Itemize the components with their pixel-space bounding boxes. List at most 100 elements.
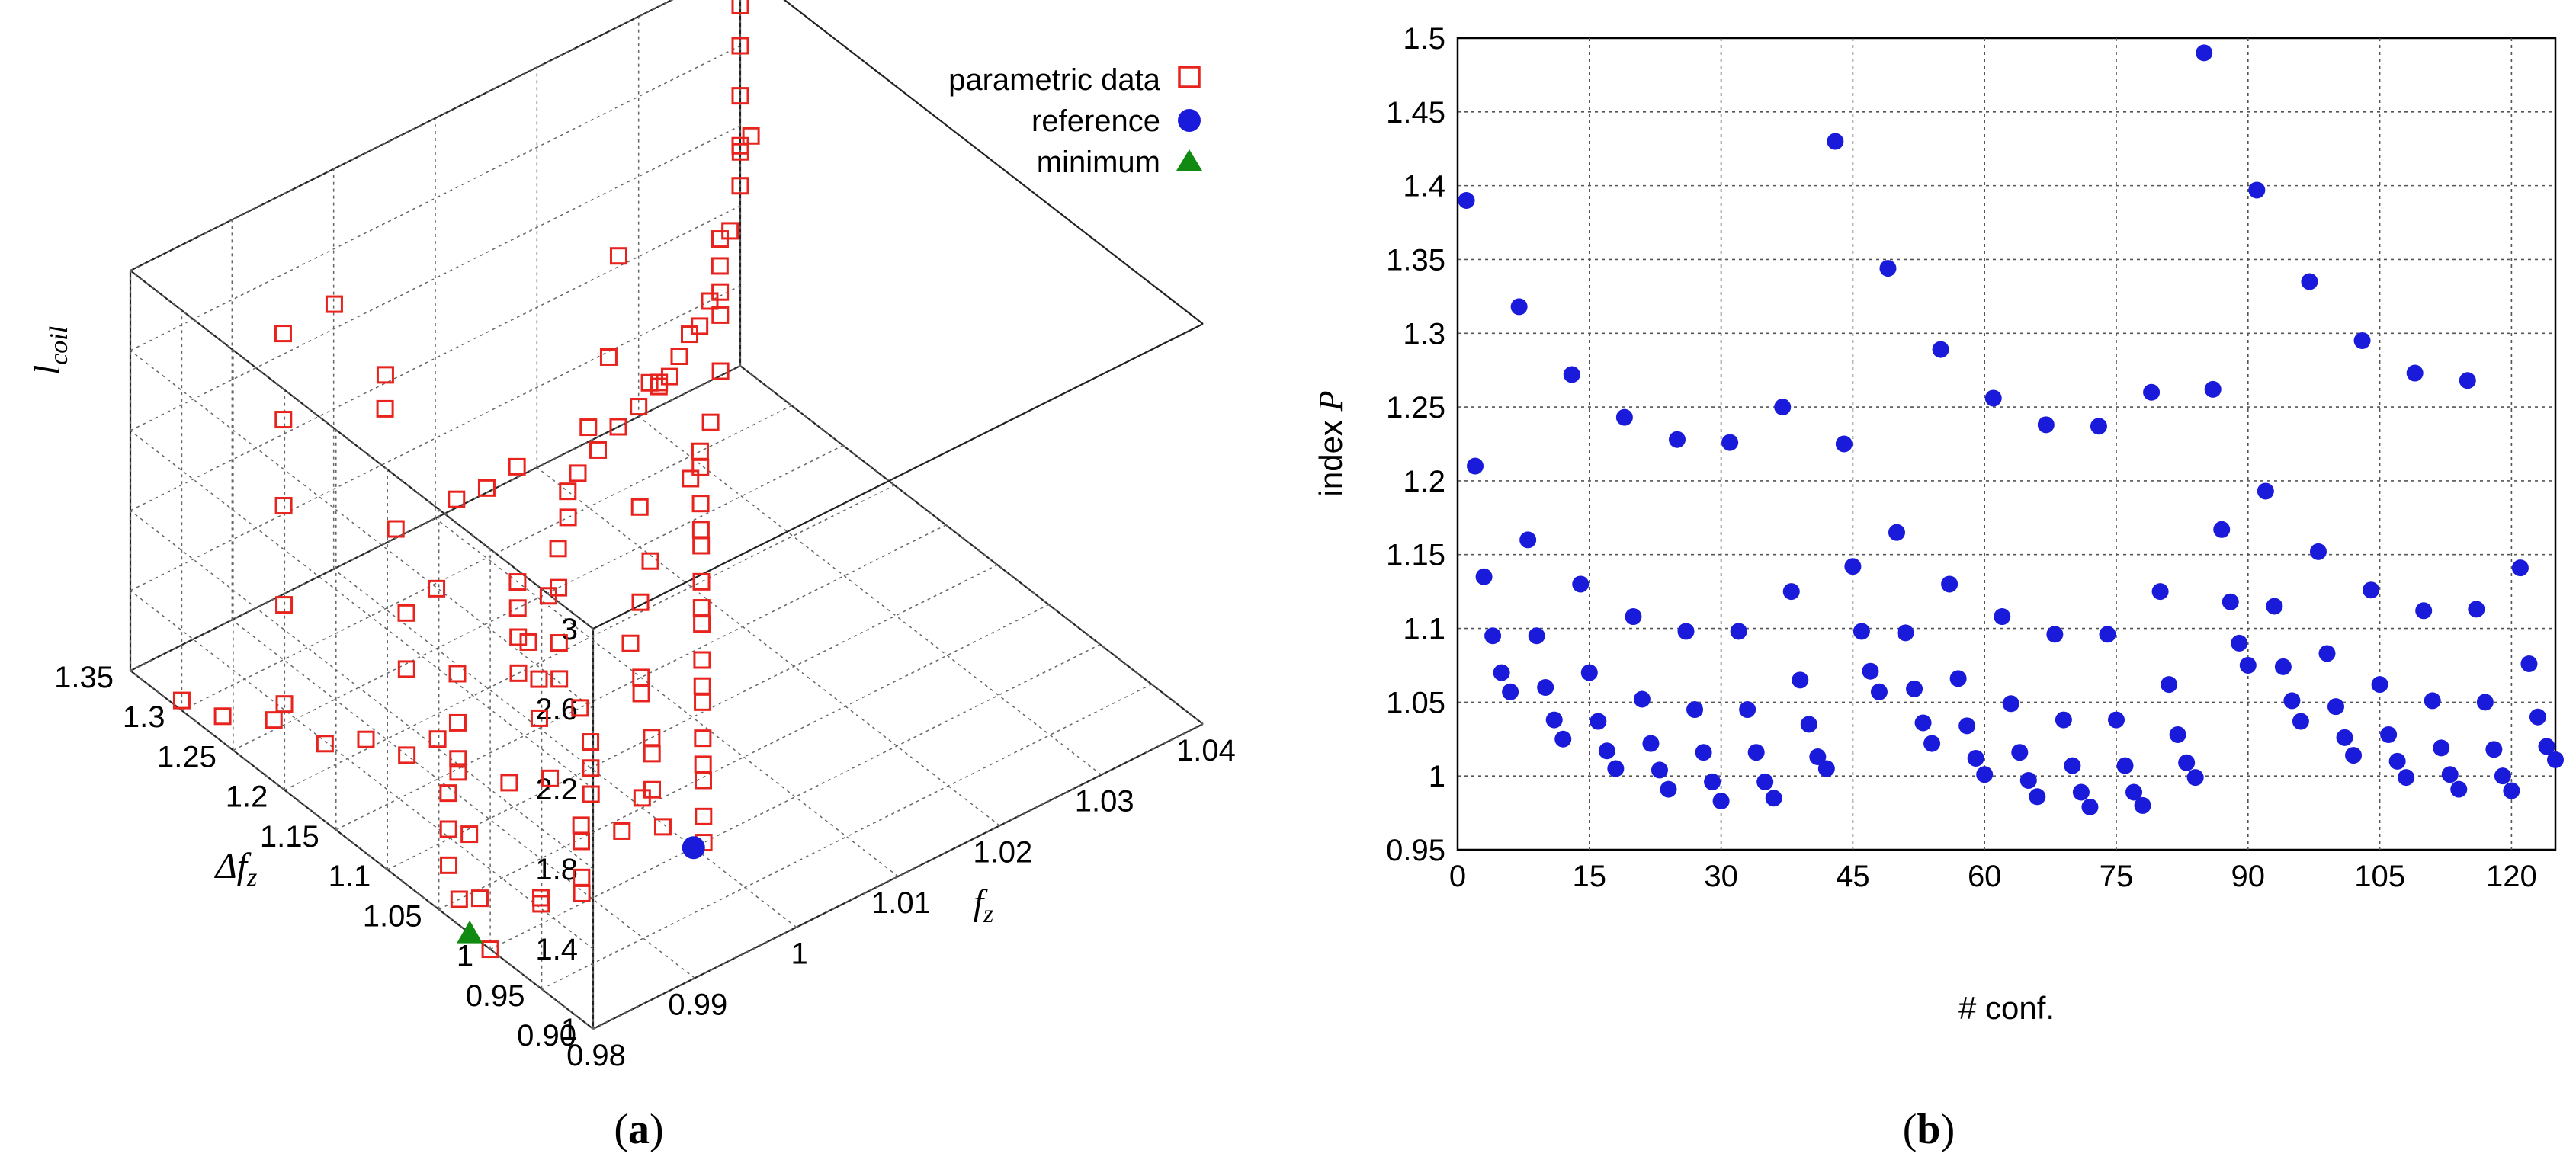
panel-a-point-parametric xyxy=(275,695,294,713)
panel-a-box-edge xyxy=(739,365,1204,725)
panel-a-point-parametric xyxy=(691,495,710,513)
panel-b-ylabel-base: index xyxy=(1313,411,1349,496)
panel-a-point-parametric xyxy=(630,498,649,516)
panel-a-point-parametric xyxy=(549,540,567,558)
panel-b-xtick-label: 120 xyxy=(2486,860,2537,893)
panel-a-ylabel-base: Δf xyxy=(214,846,252,886)
panel-a-point-parametric xyxy=(274,411,293,429)
panel-b-point xyxy=(1510,298,1528,316)
panel-a-point-parametric xyxy=(448,490,466,508)
panel-b-ytick-label: 0.95 xyxy=(1386,834,1445,867)
panel-b-point xyxy=(1914,714,1932,732)
panel-b-point xyxy=(2143,383,2161,401)
panel-b-point xyxy=(2494,767,2511,785)
panel-a-floor-grid xyxy=(536,466,1000,826)
panel-b-point xyxy=(2450,780,2468,798)
panel-a-ytick-label: 0.90 xyxy=(517,1019,576,1052)
panel-b-point xyxy=(1660,780,1677,798)
panel-a-sidewall-grid xyxy=(130,510,594,870)
panel-a-point-parametric xyxy=(376,399,394,418)
panel-b-point xyxy=(2072,783,2090,801)
panel-a-xtick-label: 1.01 xyxy=(871,886,931,920)
panel-a-point-parametric xyxy=(316,735,334,753)
panel-b-point xyxy=(2178,754,2196,771)
panel-a-point-parametric xyxy=(641,552,659,570)
panel-b-point xyxy=(1967,749,1984,767)
panel-a-ylabel: Δfz xyxy=(214,846,258,892)
panel-a-point-parametric xyxy=(731,143,749,161)
panel-a-point-parametric xyxy=(643,745,661,763)
panel-a-point-parametric xyxy=(660,367,678,386)
panel-b-data-points xyxy=(1458,44,2564,815)
panel-a-point-parametric xyxy=(550,670,569,688)
panel-a-caption: (a) xyxy=(614,1106,663,1153)
panel-b-point xyxy=(1704,773,1721,790)
panel-b-point xyxy=(1809,748,1827,766)
panel-a-ytick-label: 1.05 xyxy=(363,899,422,933)
panel-a-xtick-label: 1.03 xyxy=(1075,785,1134,819)
panel-b-point xyxy=(1984,389,2002,407)
panel-b-point xyxy=(2511,559,2529,577)
panel-a-point-parametric xyxy=(701,413,720,431)
panel-a-point-parametric xyxy=(213,707,232,726)
panel-a-point-parametric xyxy=(650,377,668,396)
panel-b-point xyxy=(1923,735,1941,752)
panel-b-xtick-label: 15 xyxy=(1573,860,1607,893)
panel-b-ylabel: index P xyxy=(1312,391,1349,497)
panel-b-point xyxy=(2011,744,2029,761)
panel-a-point-parametric xyxy=(640,373,659,392)
panel-b-point xyxy=(1827,133,1844,150)
panel-a-point-parametric xyxy=(500,774,518,792)
panel-b-xtick-label: 45 xyxy=(1836,860,1870,893)
panel-b-point xyxy=(2459,372,2476,389)
panel-a-floor-grid xyxy=(739,365,1204,725)
panel-b-point xyxy=(2046,626,2064,643)
panel-b-point xyxy=(1677,623,1695,640)
panel-b-point xyxy=(1747,744,1765,761)
panel-b-point xyxy=(2231,634,2248,652)
panel-b-point xyxy=(1958,717,1976,735)
panel-b-point xyxy=(1642,735,1660,752)
panel-a-point-parametric xyxy=(691,442,709,460)
panel-a-point-parametric xyxy=(569,464,587,482)
panel-b-point xyxy=(1800,716,1817,733)
panel-b-point xyxy=(1835,435,1853,453)
panel-a-point-parametric xyxy=(632,684,650,703)
panel-a-floor-grid xyxy=(284,484,895,791)
panel-b-point xyxy=(1932,341,1949,358)
panel-b-plot-frame xyxy=(1456,37,2557,851)
panel-b-point xyxy=(1598,742,1615,760)
panel-b-point xyxy=(1792,671,1809,689)
panel-b-point xyxy=(2485,741,2503,758)
panel-b-point xyxy=(1817,760,1835,777)
panel-b-point xyxy=(2090,418,2107,435)
panel-a-point-parametric xyxy=(509,664,528,682)
panel-a-point-parametric xyxy=(275,596,294,614)
panel-a-point-parametric xyxy=(397,660,415,678)
panel-a-point-parametric xyxy=(398,746,416,764)
panel-b-point xyxy=(1712,793,1730,810)
panel-a-point-parametric xyxy=(680,325,698,344)
panel-b-point xyxy=(2222,593,2239,610)
panel-a-ytick-label: 1.2 xyxy=(226,780,268,814)
panel-a-ytick-label: 1.3 xyxy=(123,700,165,734)
panel-b-point xyxy=(2248,181,2266,199)
panel-a-xlabel-sub: z xyxy=(983,900,993,928)
panel-b-point xyxy=(1537,679,1554,696)
panel-b-point xyxy=(2503,782,2520,799)
panel-a-sidewall-grid xyxy=(130,270,594,630)
panel-b-point xyxy=(1607,760,1625,777)
panel-a-point-parametric xyxy=(428,579,446,598)
panel-b-ytick-label: 1.25 xyxy=(1386,391,1445,425)
panel-b-point xyxy=(1528,627,1545,645)
panel-a-ztick-label: 1.4 xyxy=(535,933,578,966)
panel-b-point xyxy=(2161,676,2178,694)
panel-a-point-parametric xyxy=(582,785,600,803)
panel-a-point-parametric xyxy=(633,789,651,807)
panel-a-point-parametric xyxy=(692,572,711,591)
panel-b-ytick-label: 1.05 xyxy=(1386,686,1445,719)
panel-b-point xyxy=(1976,766,1994,783)
panel-a-point-parametric xyxy=(731,0,749,14)
panel-a-point-parametric xyxy=(711,362,730,380)
panel-a-ylabel-sub: z xyxy=(246,863,257,892)
